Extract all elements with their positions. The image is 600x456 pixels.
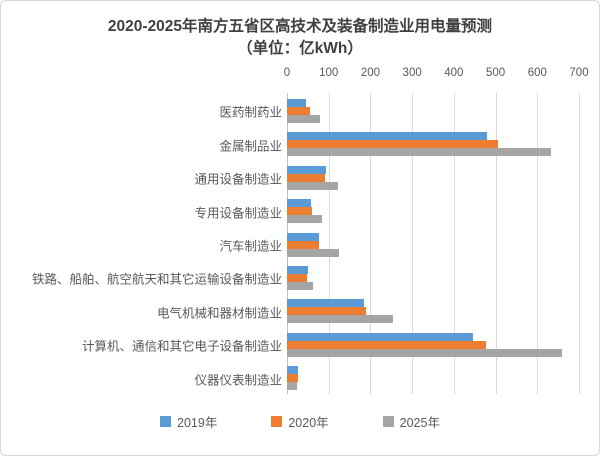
category-label: 通用设备制造业 — [194, 172, 282, 187]
bar-2025 — [287, 181, 339, 190]
bar-2019 — [287, 98, 306, 107]
category-label: 医药制药业 — [219, 105, 282, 120]
x-axis-tick-label: 500 — [485, 67, 506, 79]
bar-group — [287, 165, 579, 190]
bar-2020 — [287, 106, 310, 115]
bar-group — [287, 232, 579, 257]
bar-2019 — [287, 232, 319, 241]
chart-title: 2020-2025年南方五省区高技术及装备制造业用电量预测 （单位：亿kWh） — [1, 16, 599, 59]
chart-title-unit: （单位：亿kWh） — [237, 39, 363, 57]
bar-2020 — [287, 140, 498, 149]
legend-item-2025: 2025年 — [382, 412, 440, 431]
bar-2019 — [287, 332, 473, 341]
bar-group — [287, 199, 579, 224]
gridline — [495, 93, 497, 394]
bar-2019 — [287, 366, 298, 375]
x-axis-tick-label: 700 — [569, 67, 589, 79]
bar-group — [287, 98, 579, 123]
bar-2025 — [287, 281, 313, 290]
bar-group — [287, 265, 579, 290]
legend-label: 2020年 — [288, 416, 329, 430]
category-label: 铁路、船舶、航空航天和其它运输设备制造业 — [31, 272, 282, 287]
gridline — [537, 93, 539, 394]
category-label: 金属制品业 — [219, 139, 282, 154]
legend-item-2020: 2020年 — [271, 412, 329, 431]
bar-2025 — [287, 382, 298, 391]
category-axis-labels: 医药制药业金属制品业通用设备制造业 专用设备制造业汽车制造业铁路、船舶、航空航天和… — [7, 93, 282, 394]
bar-2019 — [287, 165, 326, 174]
plot-area — [287, 93, 580, 394]
bar-2020 — [287, 207, 313, 216]
category-label: 专用设备制造业 — [194, 206, 282, 221]
bar-2019 — [287, 265, 308, 274]
gridline — [453, 93, 455, 394]
bar-2020 — [287, 340, 486, 349]
x-axis-tick-label: 600 — [527, 67, 547, 79]
x-axis-tick-label: 200 — [360, 67, 381, 79]
category-label: 电气机械和器材制造业 — [156, 306, 282, 321]
bar-2025 — [287, 248, 340, 257]
x-axis-tick-label: 0 — [283, 67, 291, 79]
bar-2020 — [287, 240, 320, 249]
legend-label: 2019年 — [177, 416, 218, 430]
bar-group — [287, 332, 579, 357]
x-axis-ticks: 0 100 200 300 400 500 600 700 — [283, 67, 589, 83]
bar-2025 — [287, 114, 320, 123]
legend-swatch-icon — [160, 416, 172, 427]
legend-label: 2025年 — [399, 416, 440, 430]
x-axis-tick-label: 100 — [319, 67, 339, 79]
legend-item-2019: 2019年 — [160, 412, 217, 431]
legend: 2019年 2020年 2025年 — [1, 412, 599, 431]
category-label: 汽车制造业 — [219, 239, 282, 254]
gridline — [328, 93, 330, 394]
x-axis-tick-label: 300 — [402, 67, 422, 79]
gridline — [579, 93, 580, 394]
legend-swatch-icon — [271, 416, 283, 427]
bar-2025 — [287, 315, 394, 324]
bar-group — [287, 132, 579, 157]
bar-2025 — [287, 215, 323, 224]
category-label: 仪器仪表制造业 — [194, 373, 282, 388]
gridline — [370, 93, 372, 394]
category-label: 计算机、通信和其它电子设备制造业 — [81, 339, 282, 354]
bar-2019 — [287, 132, 488, 141]
bar-2020 — [287, 374, 299, 383]
legend-swatch-icon — [382, 416, 394, 427]
bar-2025 — [287, 148, 552, 157]
x-axis-tick-label: 400 — [444, 67, 464, 79]
bar-2020 — [287, 173, 325, 182]
bar-2020 — [287, 307, 367, 316]
bar-group — [287, 366, 579, 391]
bar-2019 — [287, 299, 365, 308]
bar-2019 — [287, 199, 311, 208]
bar-group — [287, 299, 579, 324]
chart-title-line1: 2020-2025年南方五省区高技术及装备制造业用电量预测 — [107, 18, 493, 35]
bar-2025 — [287, 348, 563, 357]
bar-2020 — [287, 273, 308, 282]
gridline — [412, 93, 414, 394]
